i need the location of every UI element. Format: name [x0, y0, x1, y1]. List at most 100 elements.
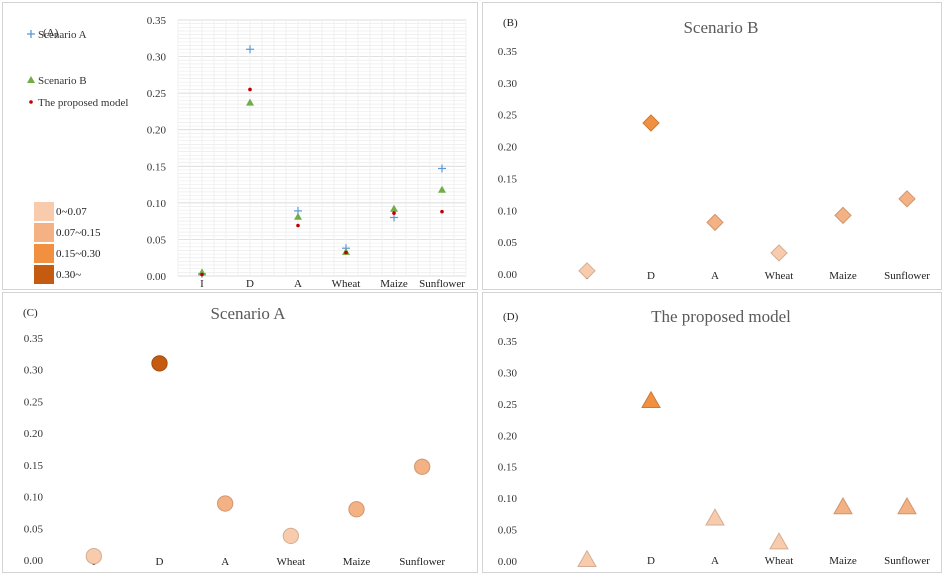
data-point-diamond	[642, 114, 660, 132]
scale-legend-swatch	[34, 223, 54, 242]
y-tick-label: 0.05	[147, 234, 167, 246]
legend-series-label: Scenario B	[38, 75, 87, 87]
x-tick-label: A	[294, 278, 302, 290]
data-point-diamond	[578, 262, 596, 280]
y-tick-label: 0.20	[498, 430, 518, 442]
point-proposed-model	[344, 250, 348, 255]
y-tick-label: 0.00	[498, 269, 518, 281]
scale-legend-swatch	[34, 244, 54, 263]
point-proposed-model	[296, 223, 300, 228]
x-tick-label: Wheat	[276, 556, 305, 568]
data-point-diamond	[770, 244, 788, 262]
y-tick-label: 0.10	[24, 492, 44, 504]
y-tick-label: 0.10	[498, 493, 518, 505]
y-tick-label: 0.20	[498, 142, 518, 154]
point-scenario-b	[198, 268, 206, 276]
point-proposed-model	[248, 87, 252, 92]
y-tick-label: 0.20	[24, 428, 44, 440]
scale-legend-label: 0.15~0.30	[56, 248, 101, 260]
y-tick-label: 0.05	[498, 525, 518, 537]
panel-label: (A)	[43, 27, 59, 39]
y-tick-label: 0.30	[24, 365, 44, 377]
y-tick-label: 0.35	[147, 15, 167, 27]
data-point-triangle	[897, 496, 917, 515]
y-tick-label: 0.05	[24, 523, 44, 535]
x-tick-label: A	[711, 555, 719, 567]
panel-c: 0.000.050.100.150.200.250.300.35IDAWheat…	[2, 292, 478, 573]
y-tick-label: 0.35	[24, 333, 44, 345]
scale-legend-swatch	[34, 265, 54, 284]
y-tick-label: 0.15	[498, 462, 518, 474]
y-tick-label: 0.00	[24, 555, 44, 567]
data-point-triangle	[769, 532, 789, 550]
x-tick-label: Wheat	[765, 555, 794, 567]
scale-legend-label: 0.30~	[56, 269, 81, 281]
legend-series-label: The proposed model	[38, 97, 128, 109]
point-proposed-model	[392, 211, 396, 215]
point-scenario-b	[294, 212, 302, 220]
x-tick-label: D	[647, 270, 655, 282]
y-tick-label: 0.25	[498, 110, 518, 122]
x-tick-label: Sunflower	[884, 270, 930, 282]
y-tick-label: 0.15	[498, 173, 518, 185]
y-tick-label: 0.30	[498, 78, 518, 90]
chart-title: The proposed model	[651, 307, 791, 326]
scale-legend-label: 0~0.07	[56, 206, 87, 218]
chart-b: 0.000.050.100.150.200.250.300.35IDAWheat…	[498, 17, 930, 282]
data-point-circle	[85, 548, 102, 565]
x-tick-label: A	[221, 556, 229, 568]
x-tick-label: Sunflower	[884, 555, 930, 567]
legend-marker-triangle	[27, 76, 35, 83]
point-scenario-b	[390, 204, 398, 212]
x-tick-label: Sunflower	[399, 556, 445, 568]
data-point-triangle	[705, 508, 725, 526]
point-scenario-b	[438, 185, 446, 193]
x-tick-label: Sunflower	[419, 278, 465, 290]
scale-legend-swatch	[34, 202, 54, 221]
y-tick-label: 0.15	[147, 161, 167, 173]
y-tick-label: 0.05	[498, 237, 518, 249]
y-tick-label: 0.00	[147, 271, 167, 283]
data-point-diamond	[834, 206, 852, 225]
x-tick-label: Wheat	[332, 278, 361, 290]
chart-d: 0.000.050.100.150.200.250.300.35IDAWheat…	[498, 307, 930, 568]
y-tick-label: 0.00	[498, 556, 518, 568]
legend-series-label: Scenario A	[38, 29, 87, 41]
y-tick-label: 0.25	[498, 399, 518, 411]
y-tick-label: 0.30	[147, 52, 167, 64]
data-point-circle	[348, 501, 365, 518]
point-proposed-model	[440, 209, 444, 214]
legend-marker-dot	[29, 100, 33, 104]
x-tick-label: Maize	[829, 270, 857, 282]
data-point-diamond	[706, 213, 724, 232]
y-tick-label: 0.25	[24, 396, 44, 408]
y-tick-label: 0.20	[147, 125, 167, 137]
panel-label: (B)	[503, 17, 518, 29]
x-tick-label: Maize	[829, 555, 857, 567]
panel-label: (C)	[23, 307, 38, 319]
x-tick-label: D	[156, 556, 164, 568]
y-tick-label: 0.10	[147, 198, 167, 210]
y-tick-label: 0.15	[24, 460, 44, 472]
chart-a: 0.00 0.05 0.10 0.15 0.20 0.25 0.30 0.35 I D A Wheat…	[27, 15, 467, 290]
chart-c: 0.000.050.100.150.200.250.300.35IDAWheat…	[23, 304, 445, 568]
point-proposed-model	[200, 272, 204, 277]
y-tick-label: 0.35	[498, 336, 518, 348]
data-point-circle	[282, 527, 299, 545]
data-point-triangle	[641, 390, 661, 408]
panel-label: (D)	[503, 311, 519, 323]
x-tick-label: Maize	[380, 278, 408, 290]
data-point-triangle	[577, 549, 597, 567]
y-tick-label: 0.25	[147, 88, 167, 100]
y-tick-label: 0.35	[498, 46, 518, 58]
x-tick-label: I	[200, 278, 204, 290]
x-tick-label: Maize	[343, 556, 371, 568]
panel-b: 0.000.050.100.150.200.250.300.35IDAWheat…	[482, 2, 942, 290]
data-point-triangle	[833, 496, 853, 515]
x-tick-label: A	[711, 270, 719, 282]
x-tick-label: Wheat	[765, 270, 794, 282]
x-tick-label: D	[246, 278, 254, 290]
scale-legend-label: 0.07~0.15	[56, 227, 101, 239]
chart-title: Scenario A	[210, 304, 286, 323]
data-point-circle	[217, 495, 234, 512]
